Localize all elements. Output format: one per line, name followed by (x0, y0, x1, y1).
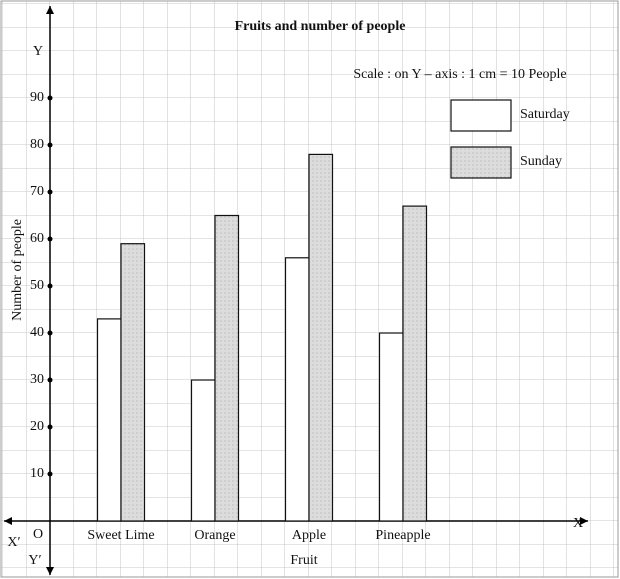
x-tick-label: Apple (292, 528, 326, 543)
legend-swatch (450, 99, 512, 132)
bar (308, 153, 334, 522)
legend-label: Sunday (520, 154, 562, 169)
bar (402, 205, 428, 522)
x-tick-label: Pineapple (375, 528, 430, 543)
y-tick (47, 283, 53, 289)
y-tick (47, 142, 53, 148)
y-tick-label: 80 (30, 137, 44, 152)
y-tick (47, 236, 53, 242)
legend-label: Saturday (520, 107, 570, 122)
axis-name: X (573, 516, 583, 531)
y-axis-label: Number of people (10, 219, 25, 321)
y-tick-label: 10 (30, 466, 44, 481)
y-tick (47, 189, 53, 195)
x-tick-label: Orange (194, 528, 235, 543)
bar (284, 257, 310, 522)
y-tick-label: 70 (30, 184, 44, 199)
x-tick-label: Sweet Lime (87, 528, 154, 543)
y-tick (47, 424, 53, 430)
bar (214, 214, 240, 522)
origin-label: O (33, 527, 43, 542)
bar (96, 318, 122, 522)
y-tick-label: 40 (30, 325, 44, 340)
axis-name: X′ (7, 535, 20, 550)
chart-title: Fruits and number of people (235, 19, 406, 34)
y-tick (47, 377, 53, 383)
axis-name: Y (33, 44, 43, 59)
bar (190, 379, 216, 522)
y-tick-label: 20 (30, 419, 44, 434)
axis-name: Y′ (28, 553, 41, 568)
y-tick-label: 90 (30, 90, 44, 105)
y-tick-label: 50 (30, 278, 44, 293)
bar (120, 243, 146, 522)
y-tick-label: 60 (30, 231, 44, 246)
y-tick (47, 330, 53, 336)
x-axis-label: Fruit (290, 553, 317, 568)
y-tick (47, 95, 53, 101)
y-tick-label: 30 (30, 372, 44, 387)
legend-swatch (450, 146, 512, 179)
scale-note: Scale : on Y – axis : 1 cm = 10 People (353, 67, 566, 82)
bar (378, 332, 404, 522)
y-tick (47, 471, 53, 477)
